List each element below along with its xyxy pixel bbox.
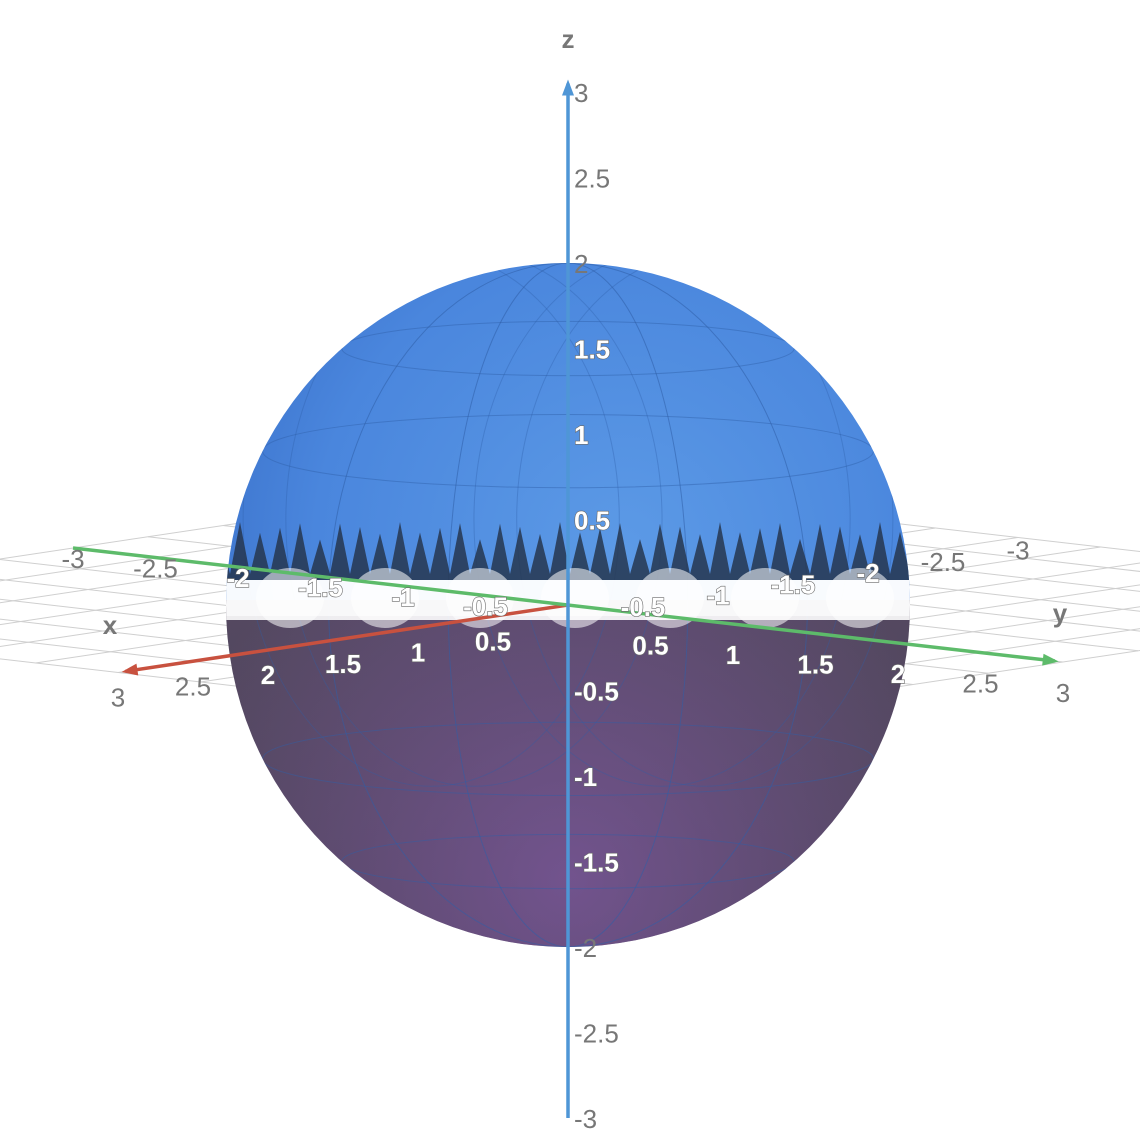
y-tick-label: -0.5	[463, 592, 508, 622]
cut-scallop	[636, 568, 704, 628]
cut-scallop	[256, 568, 324, 628]
y-tick-label: 2.5	[962, 669, 998, 699]
z-tick-label: 3	[574, 78, 588, 108]
y-tick-label: 3	[1056, 678, 1070, 708]
y-tick-label: -2.5	[133, 554, 178, 584]
tick-labels: 3 2.5 2 1.5 1 0.5 -0.5 -1 -1.5 -2 -2.5 -3 3 2.5 2 1.5 1 0…	[61, 78, 1070, 1134]
y-tick-label: 0.5	[632, 631, 668, 661]
z-axis-label: z	[562, 24, 575, 54]
y-axis-line	[72, 546, 1055, 663]
axes	[72, 79, 1059, 1118]
y-tick-label: 2	[891, 659, 905, 689]
z-tick-label: 1	[574, 420, 588, 450]
z-tick-label: -1	[574, 762, 597, 792]
z-tick-label: -2	[574, 933, 597, 963]
x-tick-label: -1	[706, 581, 729, 611]
y-tick-label: -1.5	[298, 573, 343, 603]
z-tick-label: -0.5	[574, 677, 619, 707]
mesh-arc	[285, 263, 663, 787]
z-tick-label: 2	[574, 249, 588, 279]
z-tick-label: 1.5	[574, 335, 610, 365]
x-tick-label: -3	[1006, 536, 1029, 566]
y-axis-label: y	[1053, 598, 1068, 628]
mesh-arc	[473, 263, 851, 787]
mesh-arc	[516, 263, 894, 787]
y-tick-label: 1	[726, 640, 740, 670]
x-tick-label: -2	[856, 558, 879, 588]
z-tick-label: -2.5	[574, 1019, 619, 1049]
x-tick-label: -0.5	[621, 592, 666, 622]
cut-scallop	[826, 568, 894, 628]
x-tick-label: 2	[261, 660, 275, 690]
mesh-arc	[242, 263, 620, 787]
z-tick-label: -1.5	[574, 848, 619, 878]
y-tick-label: -2	[226, 563, 249, 593]
x-tick-label: 2.5	[175, 671, 211, 701]
cut-scallop	[731, 568, 799, 628]
x-tick-label: -2.5	[921, 547, 966, 577]
x-tick-label: 3	[111, 683, 125, 713]
y-tick-label: -1	[391, 582, 414, 612]
x-tick-label: 0.5	[475, 626, 511, 656]
x-axis-line	[125, 603, 569, 674]
x-tick-label: -1.5	[771, 569, 816, 599]
cut-scallop	[541, 568, 609, 628]
y-tick-label: 1.5	[797, 650, 833, 680]
z-tick-label: -3	[574, 1104, 597, 1134]
cut-scallop	[446, 568, 514, 628]
z-axis-line-arrow	[562, 79, 574, 96]
x-tick-label: 1	[411, 638, 425, 668]
y-tick-label: -3	[61, 544, 84, 574]
z-tick-label: 0.5	[574, 506, 610, 536]
z-tick-label: 2.5	[574, 164, 610, 194]
x-axis-label: x	[103, 610, 118, 640]
cut-spikes-upper	[226, 522, 910, 580]
x-tick-label: 1.5	[325, 649, 361, 679]
x-axis-line-arrow	[121, 663, 139, 676]
y-axis-line-arrow	[1042, 653, 1059, 666]
